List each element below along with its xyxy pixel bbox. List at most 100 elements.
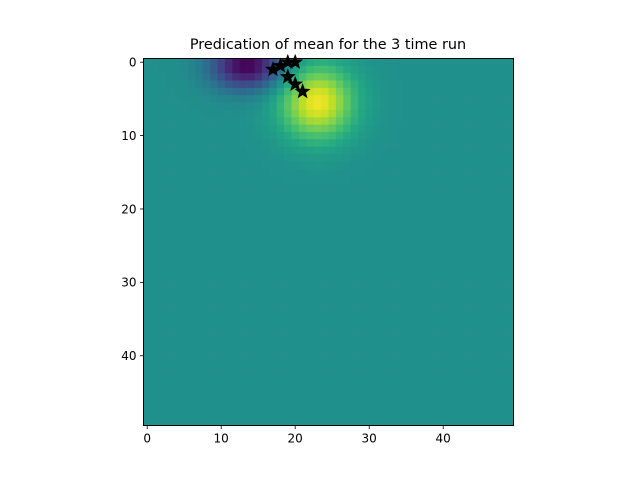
heatmap-cell xyxy=(454,359,463,368)
heatmap-cell xyxy=(358,388,366,397)
heatmap-cell xyxy=(291,337,300,346)
heatmap-cell xyxy=(439,80,448,89)
heatmap-cell xyxy=(261,219,270,228)
heatmap-cell xyxy=(224,175,233,184)
heatmap-cell xyxy=(350,388,359,397)
heatmap-cell xyxy=(409,234,418,243)
heatmap-cell xyxy=(291,359,300,368)
heatmap-cell xyxy=(461,366,470,375)
heatmap-cell xyxy=(232,381,241,390)
heatmap-cell xyxy=(150,403,159,412)
heatmap-cell xyxy=(247,58,255,67)
heatmap-cell xyxy=(432,161,440,169)
heatmap-cell xyxy=(402,183,411,191)
heatmap-cell xyxy=(483,102,492,111)
heatmap-cell xyxy=(335,139,344,147)
heatmap-cell xyxy=(483,249,492,258)
heatmap-cell xyxy=(173,418,181,426)
heatmap-cell xyxy=(424,109,433,118)
heatmap-cell xyxy=(358,249,366,258)
heatmap-cell xyxy=(284,227,292,236)
heatmap-cell xyxy=(335,403,344,412)
heatmap-cell xyxy=(491,212,500,221)
heatmap-cell xyxy=(165,374,174,382)
heatmap-cell xyxy=(328,308,337,316)
heatmap-cell xyxy=(210,278,218,287)
heatmap-cell xyxy=(313,73,322,81)
heatmap-cell xyxy=(202,168,211,177)
heatmap-cell xyxy=(454,124,463,133)
heatmap-cell xyxy=(173,131,181,140)
heatmap-cell xyxy=(210,102,218,111)
heatmap-cell xyxy=(261,227,270,236)
heatmap-cell xyxy=(321,242,329,250)
heatmap-cell xyxy=(202,418,211,426)
heatmap-cell xyxy=(180,190,189,199)
heatmap-cell xyxy=(476,410,485,419)
heatmap-cell xyxy=(195,139,204,147)
heatmap-cell xyxy=(173,168,181,177)
heatmap-cell xyxy=(350,168,359,177)
heatmap-cell xyxy=(461,139,470,147)
heatmap-cell xyxy=(439,359,448,368)
heatmap-cell xyxy=(239,161,248,169)
heatmap-cell xyxy=(335,278,344,287)
heatmap-cell xyxy=(217,73,226,81)
heatmap-cell xyxy=(335,330,344,338)
heatmap-cell xyxy=(476,315,485,324)
heatmap-cell xyxy=(306,124,315,133)
heatmap-cell xyxy=(217,381,226,390)
heatmap-cell xyxy=(247,264,255,272)
heatmap-cell xyxy=(498,73,507,81)
heatmap-cell xyxy=(343,352,352,360)
heatmap-cell xyxy=(276,322,285,331)
heatmap-cell xyxy=(195,410,204,419)
heatmap-cell xyxy=(454,330,463,338)
heatmap-cell xyxy=(269,256,278,265)
heatmap-cell xyxy=(150,95,159,103)
heatmap-cell xyxy=(165,73,174,81)
heatmap-cell xyxy=(195,308,204,316)
heatmap-cell xyxy=(498,139,507,147)
heatmap-cell xyxy=(165,95,174,103)
heatmap-cell xyxy=(476,278,485,287)
star-marker xyxy=(287,75,304,91)
heatmap-cell xyxy=(461,271,470,280)
heatmap-cell xyxy=(387,337,396,346)
heatmap-cell xyxy=(150,139,159,147)
heatmap-cell xyxy=(321,381,329,390)
heatmap-cell xyxy=(439,337,448,346)
heatmap-cell xyxy=(483,124,492,133)
heatmap-cell xyxy=(195,153,204,162)
heatmap-cell xyxy=(498,219,507,228)
heatmap-cell xyxy=(417,146,426,155)
heatmap-cell xyxy=(439,374,448,382)
heatmap-cell xyxy=(187,146,196,155)
heatmap-cell xyxy=(461,234,470,243)
heatmap-cell xyxy=(469,80,477,89)
heatmap-cell xyxy=(239,293,248,302)
heatmap-cell xyxy=(395,102,403,111)
heatmap-cell xyxy=(158,256,167,265)
heatmap-cell xyxy=(350,249,359,258)
heatmap-cell xyxy=(261,271,270,280)
heatmap-cell xyxy=(506,197,514,206)
heatmap-cell xyxy=(498,366,507,375)
heatmap-cell xyxy=(254,344,263,353)
heatmap-cell xyxy=(298,410,307,419)
heatmap-cell xyxy=(498,278,507,287)
heatmap-cell xyxy=(239,58,248,67)
heatmap-cell xyxy=(180,124,189,133)
heatmap-cell xyxy=(239,278,248,287)
heatmap-cell xyxy=(217,80,226,89)
heatmap-cell xyxy=(158,366,167,375)
heatmap-cell xyxy=(424,80,433,89)
heatmap-cell xyxy=(232,403,241,412)
heatmap-cell xyxy=(269,293,278,302)
heatmap-cell xyxy=(432,300,440,309)
heatmap-cell xyxy=(261,278,270,287)
heatmap-cell xyxy=(387,168,396,177)
heatmap-cell xyxy=(402,396,411,404)
heatmap-cell xyxy=(224,205,233,213)
heatmap-cell xyxy=(439,388,448,397)
